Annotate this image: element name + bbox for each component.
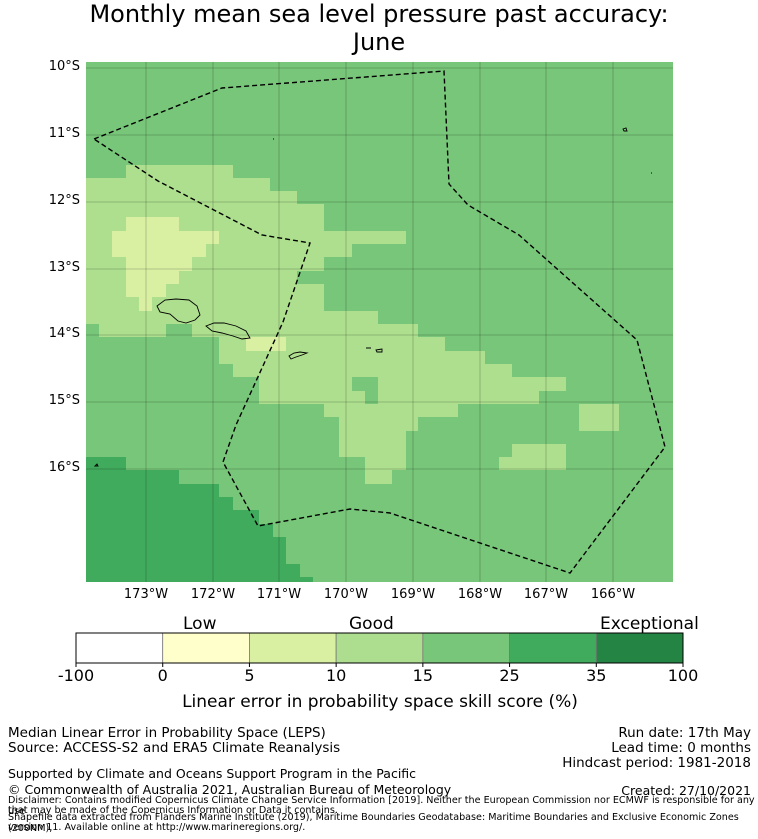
- latitude-label: 15°S: [48, 393, 80, 408]
- colorbar-segment: [422, 632, 510, 664]
- latitude-label: 13°S: [48, 260, 80, 275]
- latitude-label: 12°S: [48, 193, 80, 208]
- colorbar-label: Linear error in probability space skill …: [182, 692, 578, 712]
- longitude-label: 172°W: [190, 587, 236, 602]
- colorbar-tick-label: 15: [412, 666, 434, 685]
- lead-time: Lead time: 0 months: [611, 740, 751, 756]
- colorbar-tick-label: 0: [157, 666, 168, 685]
- source-label: Source: ACCESS-S2 and ERA5 Climate Reana…: [8, 740, 341, 756]
- latitude-label: 10°S: [48, 59, 80, 74]
- longitude-label: 173°W: [123, 587, 169, 602]
- shapefile-line-1: Shapefile data extracted from Flanders M…: [8, 812, 739, 834]
- category-low: Low: [183, 614, 217, 634]
- latitude-label: 14°S: [48, 326, 80, 341]
- skill-patch-5-10: [246, 337, 286, 351]
- colorbar-tick-label: 10: [325, 666, 347, 685]
- longitude-label: 170°W: [323, 587, 369, 602]
- copyright-label: © Commonwealth of Australia 2021, Austra…: [8, 782, 452, 797]
- colorbar-segment: [162, 632, 250, 664]
- colorbar: [75, 632, 684, 667]
- longitude-label: 171°W: [256, 587, 302, 602]
- title-line-1: Monthly mean sea level pressure past acc…: [89, 0, 669, 28]
- longitude-label: 166°W: [590, 587, 636, 602]
- longitude-label: 169°W: [390, 587, 436, 602]
- colorbar-segment: [335, 632, 424, 664]
- skill-patch-10-15: [579, 404, 619, 431]
- eez-boundary: [92, 70, 666, 574]
- skill-region-25-35: [86, 457, 313, 582]
- map-title: Monthly mean sea level pressure past acc…: [0, 0, 758, 56]
- longitude-label: 168°W: [457, 587, 503, 602]
- island-savaii: [156, 298, 201, 324]
- title-line-2: June: [352, 28, 406, 56]
- skill-region-5-10: [112, 217, 219, 311]
- colorbar-segment: [249, 632, 337, 664]
- longitude-label: 167°W: [523, 587, 569, 602]
- category-exceptional: Exceptional: [600, 614, 699, 634]
- colorbar-segment: [595, 632, 684, 664]
- island-small-1: [622, 127, 628, 132]
- latitude-label: 11°S: [48, 126, 80, 141]
- island-tutuila: [288, 351, 309, 360]
- category-good: Good: [349, 614, 394, 634]
- colorbar-outline: [75, 632, 684, 664]
- colorbar-segment: [509, 632, 597, 664]
- colorbar-tick-label: -100: [57, 666, 95, 685]
- skill-patch-10-15: [512, 444, 566, 470]
- leps-label: Median Linear Error in Probability Space…: [8, 725, 326, 741]
- graticule: [86, 62, 673, 582]
- colorbar-tick-label: 35: [586, 666, 607, 685]
- disclaimer-line-1: Disclaimer: Contains modified Copernicus…: [8, 795, 755, 817]
- colorbar-tick-label: 5: [244, 666, 255, 685]
- colorbar-segment: [75, 632, 164, 664]
- colorbar-tick-label: 25: [499, 666, 520, 685]
- run-date: Run date: 17th May: [618, 725, 751, 741]
- created-date: Created: 27/10/2021: [621, 783, 751, 798]
- support-label: Supported by Climate and Oceans Support …: [8, 766, 417, 781]
- islands: [93, 127, 652, 467]
- island-small-4: [93, 463, 99, 467]
- skill-patch-10-15: [499, 457, 513, 470]
- latitude-label: 16°S: [48, 460, 80, 475]
- map-panel: [86, 62, 673, 582]
- island-manua: [366, 347, 383, 353]
- colorbar-tick-label: 100: [667, 666, 699, 685]
- shapefile-line-2: version 11. Available online at http://w…: [8, 822, 306, 833]
- hindcast-period: Hindcast period: 1981-2018: [562, 755, 751, 771]
- disclaimer-line-2: that may be made of the Copernicus Infor…: [8, 805, 338, 816]
- island-upolu: [205, 322, 251, 340]
